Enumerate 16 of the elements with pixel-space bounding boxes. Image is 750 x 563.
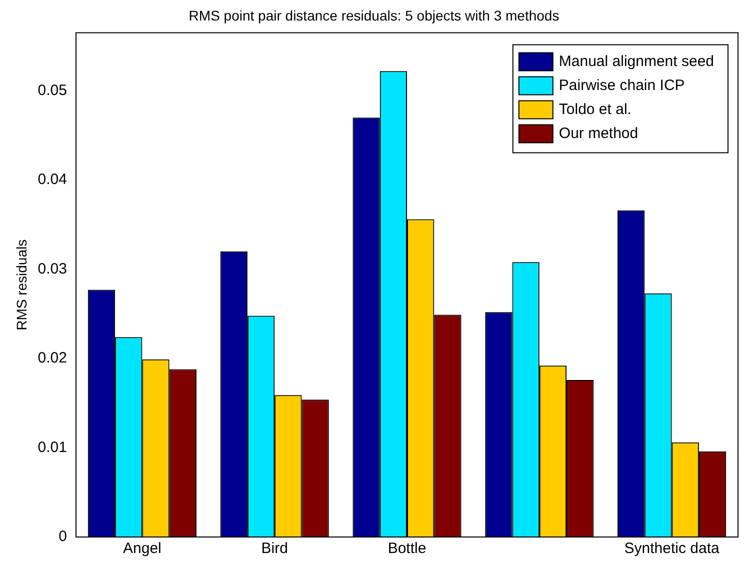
y-tick-label: 0.04 xyxy=(38,171,67,188)
x-tick-label: Angel xyxy=(123,540,162,558)
y-tick-label: 0 xyxy=(58,528,67,546)
y-tick-label: 0.03 xyxy=(38,260,67,278)
y-tick-label: 0.01 xyxy=(38,438,67,456)
legend-label: Pairwise chain ICP xyxy=(558,76,685,94)
x-tick-label: Bird xyxy=(261,540,288,558)
x-tick-label: Bottle xyxy=(388,540,426,558)
chart-title: RMS point pair distance residuals: 5 objects with 3 methods xyxy=(188,7,560,24)
y-tick-label: 0.05 xyxy=(38,82,67,99)
y-tick-label: 0.02 xyxy=(38,350,67,367)
legend-label: Toldo et al. xyxy=(558,100,632,118)
y-axis-title: RMS residuals xyxy=(13,239,30,330)
x-tick-label: Synthetic data xyxy=(624,540,720,558)
legend-label: Our method xyxy=(558,124,638,142)
legend-label: Manual alignment seed xyxy=(558,52,714,70)
